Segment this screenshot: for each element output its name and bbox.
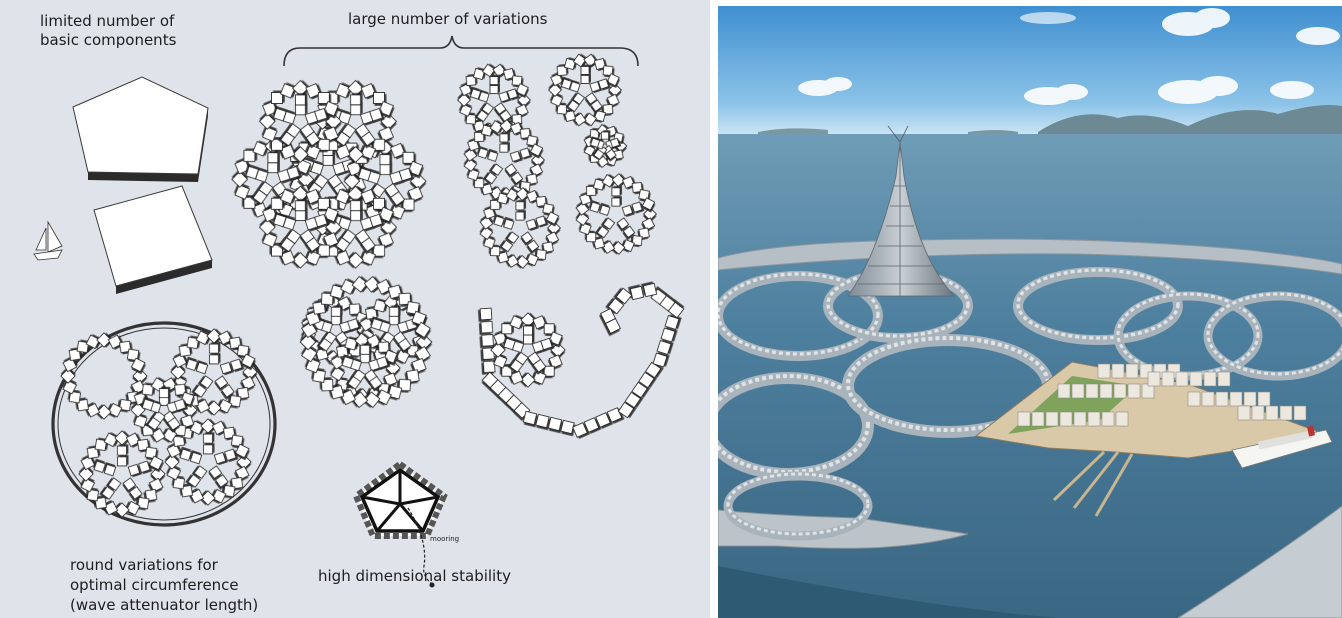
distant-islands (1038, 105, 1342, 136)
round-variations-label-line3: (wave attenuator length) (70, 596, 259, 614)
clouds (798, 8, 1340, 105)
round-variations-label-line1: round variations for (70, 556, 218, 574)
cruise-ship-icon (1231, 425, 1333, 469)
square-block-icon (93, 185, 213, 294)
stability-label: high dimensional stability (318, 567, 511, 585)
modular-platform-diagram (33, 35, 685, 588)
basic-components-label-line2: basic components (40, 31, 177, 49)
sailboat-icon (33, 220, 63, 261)
mooring-line (407, 507, 433, 585)
pentagon-block-icon (72, 76, 209, 182)
round-variations-label-line2: optimal circumference (70, 576, 239, 594)
mooring-label: mooring (430, 535, 460, 543)
variations-title-label: large number of variations (348, 10, 548, 28)
spire-tower-icon (847, 125, 955, 297)
floating-city-scene (718, 6, 1342, 618)
seasteading-diagram-panel: limited number of basic components large… (0, 0, 710, 618)
floating-city-rendering (718, 6, 1342, 618)
stability-diagram (352, 460, 448, 588)
tile-clusters (60, 53, 685, 518)
wave-attenuator-ring (51, 321, 277, 527)
variations-brace (283, 35, 639, 67)
basic-components-label-line1: limited number of (40, 12, 175, 30)
foreground-island (974, 361, 1331, 517)
